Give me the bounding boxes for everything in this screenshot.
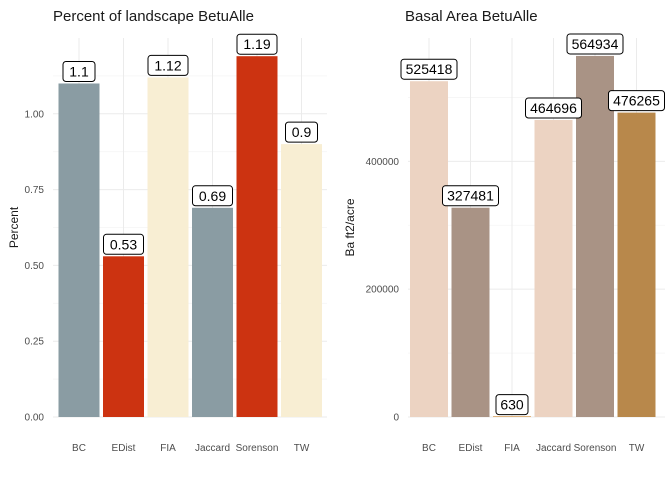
data-label: 1.12 [154,57,181,73]
bar-bc [58,83,100,417]
data-label: 0.69 [199,188,226,204]
x-tick-label: TW [629,443,645,454]
x-tick-label: FIA [504,443,520,454]
basal-area-chart-panel: 0 200000 400000 525418 327481 630 464696 564934… [343,8,665,454]
x-tick-label: Jaccard [195,443,230,454]
data-label: 564934 [572,36,619,52]
y-axis-label: Percent [7,206,21,248]
chart-title: Basal Area BetuAlle [405,8,538,25]
data-label-box [62,60,96,82]
bar-edist [451,207,490,417]
y-tick-label: 1.00 [25,109,45,120]
x-tick-label: Jaccard [536,443,571,454]
data-label: 0.9 [292,124,312,140]
y-tick-label: 200000 [366,285,400,296]
bar-sorenson [236,56,278,417]
x-tick-label: EDist [112,443,136,454]
x-tick-label: EDist [459,443,483,454]
y-tick-label: 0.25 [25,337,45,348]
bar-bc [410,81,448,418]
x-tick-label: BC [72,443,86,454]
data-label: 0.53 [110,236,137,252]
bar-jaccard [534,120,573,418]
data-label: 476265 [613,93,660,109]
data-label-box [285,121,318,143]
data-label: 630 [500,397,524,413]
bar-jaccard [192,207,233,417]
percent-chart-panel: 0.00 0.25 0.50 0.75 1.00 1.1 0.53 1.12 0.69 1.19 0… [7,8,327,454]
bar-sorenson [576,55,614,418]
x-tick-label: TW [294,443,310,454]
chart-title: Percent of landscape BetuAlle [53,8,254,25]
data-label-box [566,33,624,55]
data-label-box [525,97,582,119]
bar-fia [493,416,531,417]
bar-tw [617,112,656,417]
data-label-box [608,90,665,112]
data-label: 525418 [406,61,453,77]
bar-edist [103,256,144,417]
data-label: 327481 [447,188,494,204]
x-tick-label: FIA [160,443,176,454]
data-label-box [442,185,499,207]
data-label-box [400,58,458,80]
data-label-box [495,394,529,416]
y-axis-label: Ba ft2/acre [343,198,357,256]
y-tick-label: 0.50 [25,261,45,272]
y-tick-label: 0 [393,413,399,424]
data-label-box [103,233,144,255]
y-tick-label: 0.75 [25,185,45,196]
data-label-box [236,33,278,55]
data-label: 1.19 [243,36,270,52]
bar-fia [147,77,189,417]
y-tick-label: 400000 [366,157,400,168]
data-label-box [147,54,189,76]
data-label-box [192,185,233,207]
bar-tw [281,144,322,417]
y-tick-label: 0.00 [25,413,45,424]
x-tick-label: Sorenson [574,443,617,454]
x-tick-label: Sorenson [236,443,279,454]
x-tick-label: BC [422,443,436,454]
data-label: 464696 [530,100,577,116]
data-label: 1.1 [69,63,89,79]
